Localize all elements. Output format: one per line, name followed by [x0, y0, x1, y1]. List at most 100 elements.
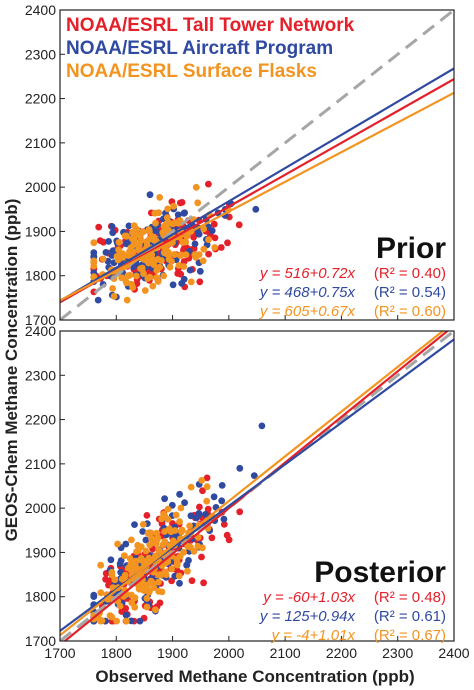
data-point [102, 249, 110, 256]
plot-area [60, 331, 454, 641]
data-point [90, 239, 98, 247]
data-point [180, 263, 188, 270]
data-point [174, 559, 181, 567]
data-point [107, 556, 115, 564]
y-tick-label: 2300 [25, 46, 56, 62]
data-point [127, 244, 135, 252]
data-point [210, 493, 218, 501]
data-point [155, 547, 163, 555]
data-point [208, 534, 216, 542]
data-point [127, 536, 135, 544]
data-point [137, 237, 145, 245]
data-point [131, 561, 139, 569]
data-point [100, 238, 107, 246]
y-tick-label: 2100 [25, 456, 56, 472]
data-point [258, 422, 266, 430]
data-point [223, 531, 231, 539]
data-point [151, 209, 159, 217]
fit-r-squared: (R² = 0.48) [374, 589, 446, 606]
data-point [139, 586, 147, 594]
data-point [94, 296, 102, 304]
y-tick-label: 1800 [25, 589, 56, 605]
x-tick-label: 1800 [101, 645, 132, 661]
data-point [133, 272, 140, 280]
data-point [183, 561, 191, 569]
data-point [139, 521, 147, 528]
data-point [178, 280, 186, 287]
data-point [205, 236, 212, 244]
y-tick-label: 2000 [25, 500, 56, 516]
posterior-panel: 1700 1800 1900 2000 2100 2200 2300 2400 1700 1800… [25, 323, 470, 661]
data-point [203, 474, 211, 482]
data-point [146, 273, 154, 281]
data-point [113, 253, 121, 260]
data-point [182, 238, 190, 246]
data-point [164, 248, 172, 256]
data-point [90, 252, 98, 260]
x-tick-label: 2300 [382, 645, 413, 661]
x-tick-label: 2400 [438, 645, 469, 661]
data-point [169, 281, 177, 289]
data-point [115, 238, 123, 246]
data-point [205, 250, 213, 258]
data-point [195, 511, 203, 519]
data-point [119, 250, 127, 258]
data-point [153, 529, 161, 537]
fit-r-squared: (R² = 0.61) [374, 608, 446, 625]
data-point [199, 544, 206, 552]
fit-r-squared: (R² = 0.67) [374, 627, 446, 644]
x-tick-label: 2200 [326, 645, 357, 661]
data-point [236, 464, 244, 472]
data-point [168, 565, 176, 573]
axes-frame [59, 330, 455, 642]
data-point [152, 227, 160, 235]
x-tick-label: 1700 [44, 645, 75, 661]
data-point [90, 257, 98, 265]
data-point [108, 223, 116, 230]
data-point [136, 617, 144, 625]
x-axis-label: Observed Methane Concentration (ppb) [95, 667, 414, 686]
data-point [196, 503, 203, 511]
data-point [123, 296, 131, 304]
data-point [140, 270, 147, 277]
y-axis-label: GEOS-Chem Methane Concentration (ppb) [2, 199, 21, 542]
data-point [122, 611, 130, 619]
y-tick-label: 2300 [25, 367, 56, 383]
data-point [138, 264, 146, 272]
y-tick-label: 1900 [25, 223, 56, 239]
data-point [143, 603, 151, 611]
data-point [174, 270, 182, 277]
data-point [203, 483, 211, 491]
data-point [142, 547, 150, 555]
y-tick-label: 1700 [25, 312, 56, 328]
data-point [199, 487, 206, 495]
data-point [184, 567, 191, 575]
data-point [90, 593, 98, 600]
data-point [143, 594, 151, 602]
data-point [178, 528, 185, 536]
data-point [139, 228, 147, 236]
data-point [192, 183, 200, 191]
data-point [122, 617, 130, 625]
x-tick-label: 2000 [213, 645, 244, 661]
data-point [139, 528, 147, 535]
data-point [198, 553, 205, 561]
data-point [95, 615, 103, 622]
data-point [127, 617, 135, 625]
data-point [154, 278, 162, 285]
y-tick-label: 2200 [25, 412, 56, 428]
y-tick-label: 2000 [25, 179, 56, 195]
regression-line [60, 331, 445, 637]
data-point [152, 219, 159, 227]
data-point [156, 599, 164, 607]
data-point [218, 497, 226, 505]
data-point [187, 278, 195, 286]
data-point [150, 261, 158, 268]
data-point [168, 257, 175, 265]
data-point [172, 219, 180, 227]
data-point [200, 245, 208, 253]
data-point [145, 226, 153, 233]
y-tick-label: 1800 [25, 268, 56, 284]
data-point [121, 552, 128, 560]
